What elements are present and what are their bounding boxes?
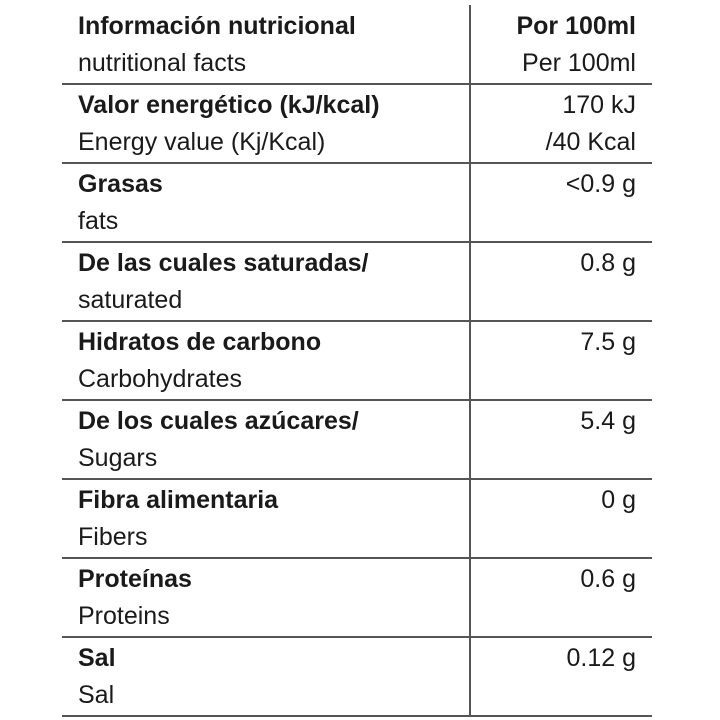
row-label-en: fats bbox=[78, 207, 119, 235]
row-label: Información nutricional bbox=[78, 12, 356, 40]
row-value: 5.4 g bbox=[580, 407, 636, 435]
row-label-en: Carbohydrates bbox=[78, 365, 242, 393]
row-label-en: Fibers bbox=[78, 523, 148, 551]
row-divider bbox=[62, 162, 652, 164]
row-divider bbox=[62, 715, 652, 717]
row-value: 170 kJ bbox=[562, 91, 636, 119]
row-label: Proteínas bbox=[78, 565, 192, 593]
row-divider bbox=[62, 478, 652, 480]
row-label-en: Sal bbox=[78, 681, 115, 709]
row-label: Fibra alimentaria bbox=[78, 486, 279, 514]
row-label-en: Sugars bbox=[78, 444, 158, 472]
row-value: 0.8 g bbox=[580, 249, 636, 277]
column-divider bbox=[469, 5, 471, 716]
row-value: 0 g bbox=[601, 486, 636, 514]
row-label-en: Energy value (Kj/Kcal) bbox=[78, 128, 326, 156]
row-divider bbox=[62, 636, 652, 638]
row-value: Per 100ml bbox=[522, 49, 636, 77]
row-label: Valor energético (kJ/kcal) bbox=[78, 91, 380, 119]
row-divider bbox=[62, 320, 652, 322]
row-value: 0.6 g bbox=[580, 565, 636, 593]
row-value: /40 Kcal bbox=[545, 128, 636, 156]
row-label: De las cuales saturadas/ bbox=[78, 249, 369, 277]
row-divider bbox=[62, 241, 652, 243]
row-label: De los cuales azúcares/ bbox=[78, 407, 359, 435]
row-label: Grasas bbox=[78, 170, 163, 198]
row-label: Sal bbox=[78, 644, 116, 672]
row-label-en: saturated bbox=[78, 286, 183, 314]
row-value: Por 100ml bbox=[516, 12, 636, 40]
row-value: 7.5 g bbox=[580, 328, 636, 356]
row-divider bbox=[62, 557, 652, 559]
row-label: Hidratos de carbono bbox=[78, 328, 322, 356]
row-divider bbox=[62, 83, 652, 85]
row-value: 0.12 g bbox=[566, 644, 636, 672]
row-label-en: nutritional facts bbox=[78, 49, 247, 77]
row-label-en: Proteins bbox=[78, 602, 170, 630]
row-value: <0.9 g bbox=[565, 170, 636, 198]
row-divider bbox=[62, 399, 652, 401]
